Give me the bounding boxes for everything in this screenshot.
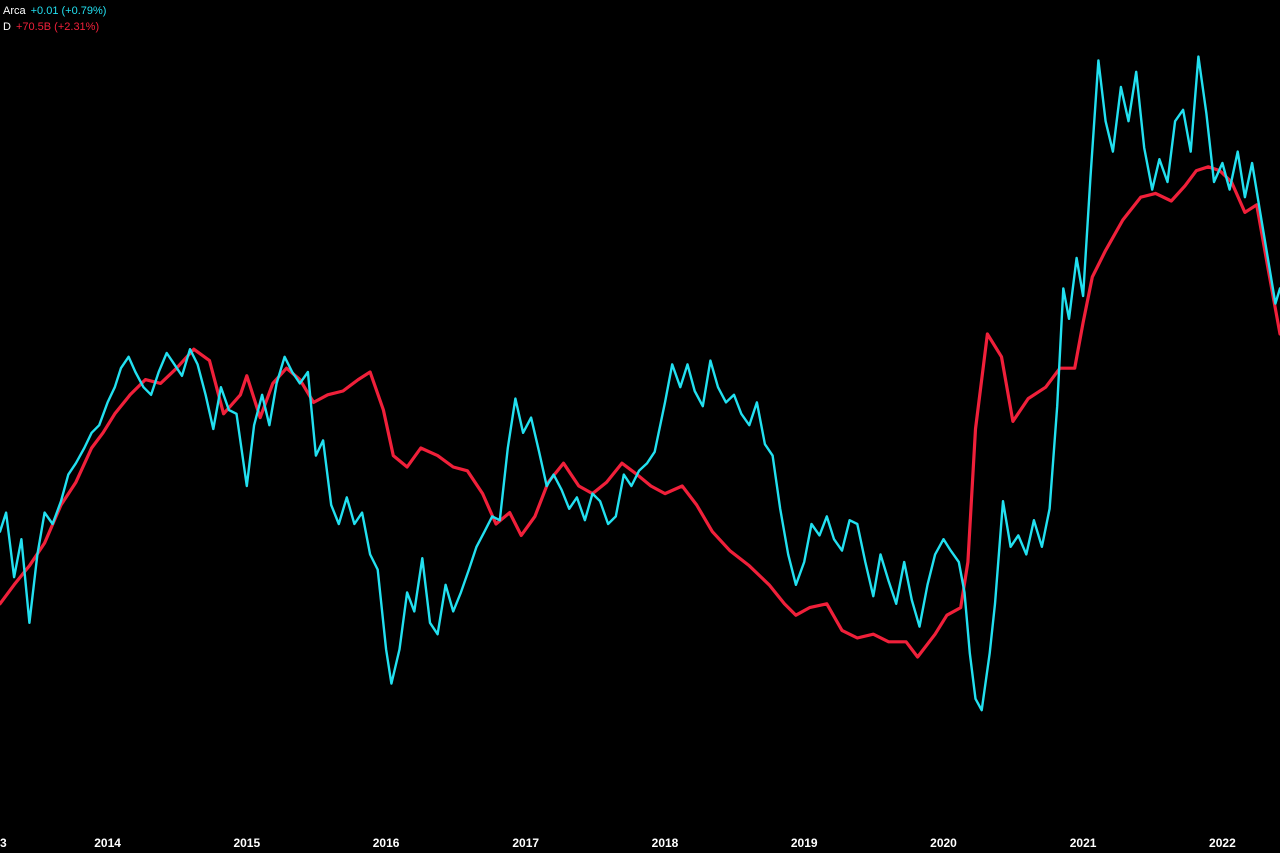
legend-series-name: D [3, 21, 11, 33]
x-tick-label: 2021 [1070, 836, 1097, 850]
series-line-arca [0, 55, 1280, 712]
legend-entry-arca: Arca +0.01 (+0.79%) [3, 4, 106, 18]
legend-series-change: +0.01 (+0.79%) [30, 5, 107, 17]
series-line-d [0, 165, 1280, 659]
x-tick-label: 2016 [373, 836, 400, 850]
series-layer [0, 55, 1280, 712]
x-tick-label: 2018 [652, 836, 679, 850]
x-tick-label: 2019 [791, 836, 818, 850]
x-tick-label: 3 [0, 836, 7, 850]
legend-series-change: +70.5B (+2.31%) [15, 21, 100, 33]
x-tick-label: 2022 [1209, 836, 1236, 850]
legend-series-name: Arca [3, 5, 26, 17]
x-axis: 3 2014 2015 2016 2017 2018 2019 2020 2021 2022 [0, 836, 1236, 850]
x-tick-label: 2015 [233, 836, 260, 850]
x-tick-label: 2020 [930, 836, 957, 850]
x-tick-label: 2014 [94, 836, 121, 850]
x-tick-label: 2017 [512, 836, 539, 850]
legend-entry-d: D +70.5B (+2.31%) [3, 20, 99, 34]
